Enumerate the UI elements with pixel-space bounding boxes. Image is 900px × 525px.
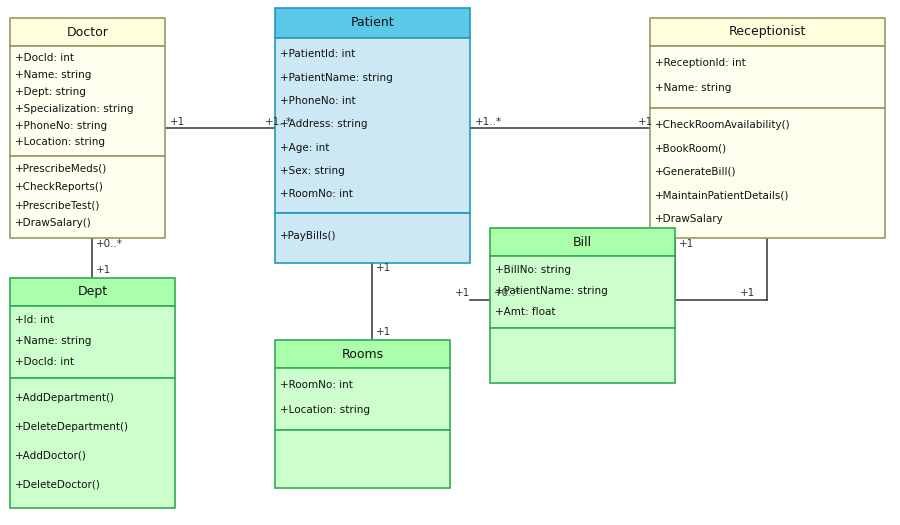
Text: +0..*: +0..* xyxy=(494,288,521,298)
Bar xyxy=(650,18,885,46)
Text: +DrawSalary: +DrawSalary xyxy=(655,214,724,224)
Text: +1..*: +1..* xyxy=(265,117,292,127)
Text: +1: +1 xyxy=(740,288,755,298)
Text: +1: +1 xyxy=(638,117,653,127)
Text: +Sex: string: +Sex: string xyxy=(280,166,345,176)
Text: +1: +1 xyxy=(170,117,185,127)
Text: +DeleteDepartment(): +DeleteDepartment() xyxy=(15,422,129,432)
Bar xyxy=(275,8,470,38)
Text: +DocId: int: +DocId: int xyxy=(15,356,74,366)
Text: +BookRoom(): +BookRoom() xyxy=(655,143,727,153)
Bar xyxy=(10,278,175,306)
Text: +Name: string: +Name: string xyxy=(15,336,92,346)
Text: +ReceptionId: int: +ReceptionId: int xyxy=(655,58,746,68)
Text: +DeleteDoctor(): +DeleteDoctor() xyxy=(15,480,101,490)
Text: +BillNo: string: +BillNo: string xyxy=(495,266,571,276)
Text: +PatientName: string: +PatientName: string xyxy=(495,286,608,296)
Text: +1: +1 xyxy=(455,288,470,298)
Text: +RoomNo: int: +RoomNo: int xyxy=(280,380,353,391)
Bar xyxy=(275,38,470,213)
Text: Rooms: Rooms xyxy=(341,348,383,361)
Text: +PatientName: string: +PatientName: string xyxy=(280,72,392,82)
Text: Receptionist: Receptionist xyxy=(729,26,806,38)
Text: +GenerateBill(): +GenerateBill() xyxy=(655,167,736,177)
Text: +DrawSalary(): +DrawSalary() xyxy=(15,218,92,228)
Text: Bill: Bill xyxy=(573,236,592,248)
Text: +RoomNo: int: +RoomNo: int xyxy=(280,190,353,200)
Bar xyxy=(275,213,470,263)
Text: +1: +1 xyxy=(376,327,392,337)
Text: +0..*: +0..* xyxy=(96,239,123,249)
Text: +PhoneNo: string: +PhoneNo: string xyxy=(15,121,107,131)
Text: +DocId: int: +DocId: int xyxy=(15,53,74,63)
Text: +Amt: float: +Amt: float xyxy=(495,307,555,317)
Text: +Age: int: +Age: int xyxy=(280,143,329,153)
Text: +CheckRoomAvailability(): +CheckRoomAvailability() xyxy=(655,120,790,130)
Text: +CheckReports(): +CheckReports() xyxy=(15,182,104,192)
Bar xyxy=(275,430,450,488)
Text: +AddDoctor(): +AddDoctor() xyxy=(15,451,87,461)
Text: +PayBills(): +PayBills() xyxy=(280,232,337,242)
Text: +PrescribeTest(): +PrescribeTest() xyxy=(15,200,101,210)
Bar xyxy=(490,256,675,328)
Text: +AddDepartment(): +AddDepartment() xyxy=(15,393,115,403)
Bar xyxy=(490,228,675,256)
Text: +Address: string: +Address: string xyxy=(280,119,367,129)
Bar xyxy=(650,46,885,108)
Text: +Id: int: +Id: int xyxy=(15,316,54,326)
Text: +Name: string: +Name: string xyxy=(655,83,732,93)
Bar xyxy=(10,46,165,156)
Text: +PhoneNo: int: +PhoneNo: int xyxy=(280,96,356,106)
Text: +PrescribeMeds(): +PrescribeMeds() xyxy=(15,164,107,174)
Text: +Location: string: +Location: string xyxy=(15,138,105,148)
Bar xyxy=(275,340,450,368)
Text: +1: +1 xyxy=(679,239,694,249)
Text: +1: +1 xyxy=(96,265,112,275)
Bar xyxy=(10,378,175,508)
Bar xyxy=(275,368,450,430)
Text: +Name: string: +Name: string xyxy=(15,70,92,80)
Bar xyxy=(10,156,165,238)
Text: +1: +1 xyxy=(376,263,392,273)
Text: +Location: string: +Location: string xyxy=(280,405,370,415)
Bar xyxy=(490,328,675,383)
Text: Patient: Patient xyxy=(351,16,394,29)
Text: +MaintainPatientDetails(): +MaintainPatientDetails() xyxy=(655,191,789,201)
Bar xyxy=(650,108,885,238)
Text: +Dept: string: +Dept: string xyxy=(15,87,86,97)
Bar xyxy=(10,18,165,46)
Text: Doctor: Doctor xyxy=(67,26,108,38)
Bar xyxy=(10,306,175,378)
Text: +PatientId: int: +PatientId: int xyxy=(280,49,356,59)
Text: Dept: Dept xyxy=(77,286,108,299)
Text: +Specialization: string: +Specialization: string xyxy=(15,103,133,113)
Text: +1..*: +1..* xyxy=(475,117,502,127)
